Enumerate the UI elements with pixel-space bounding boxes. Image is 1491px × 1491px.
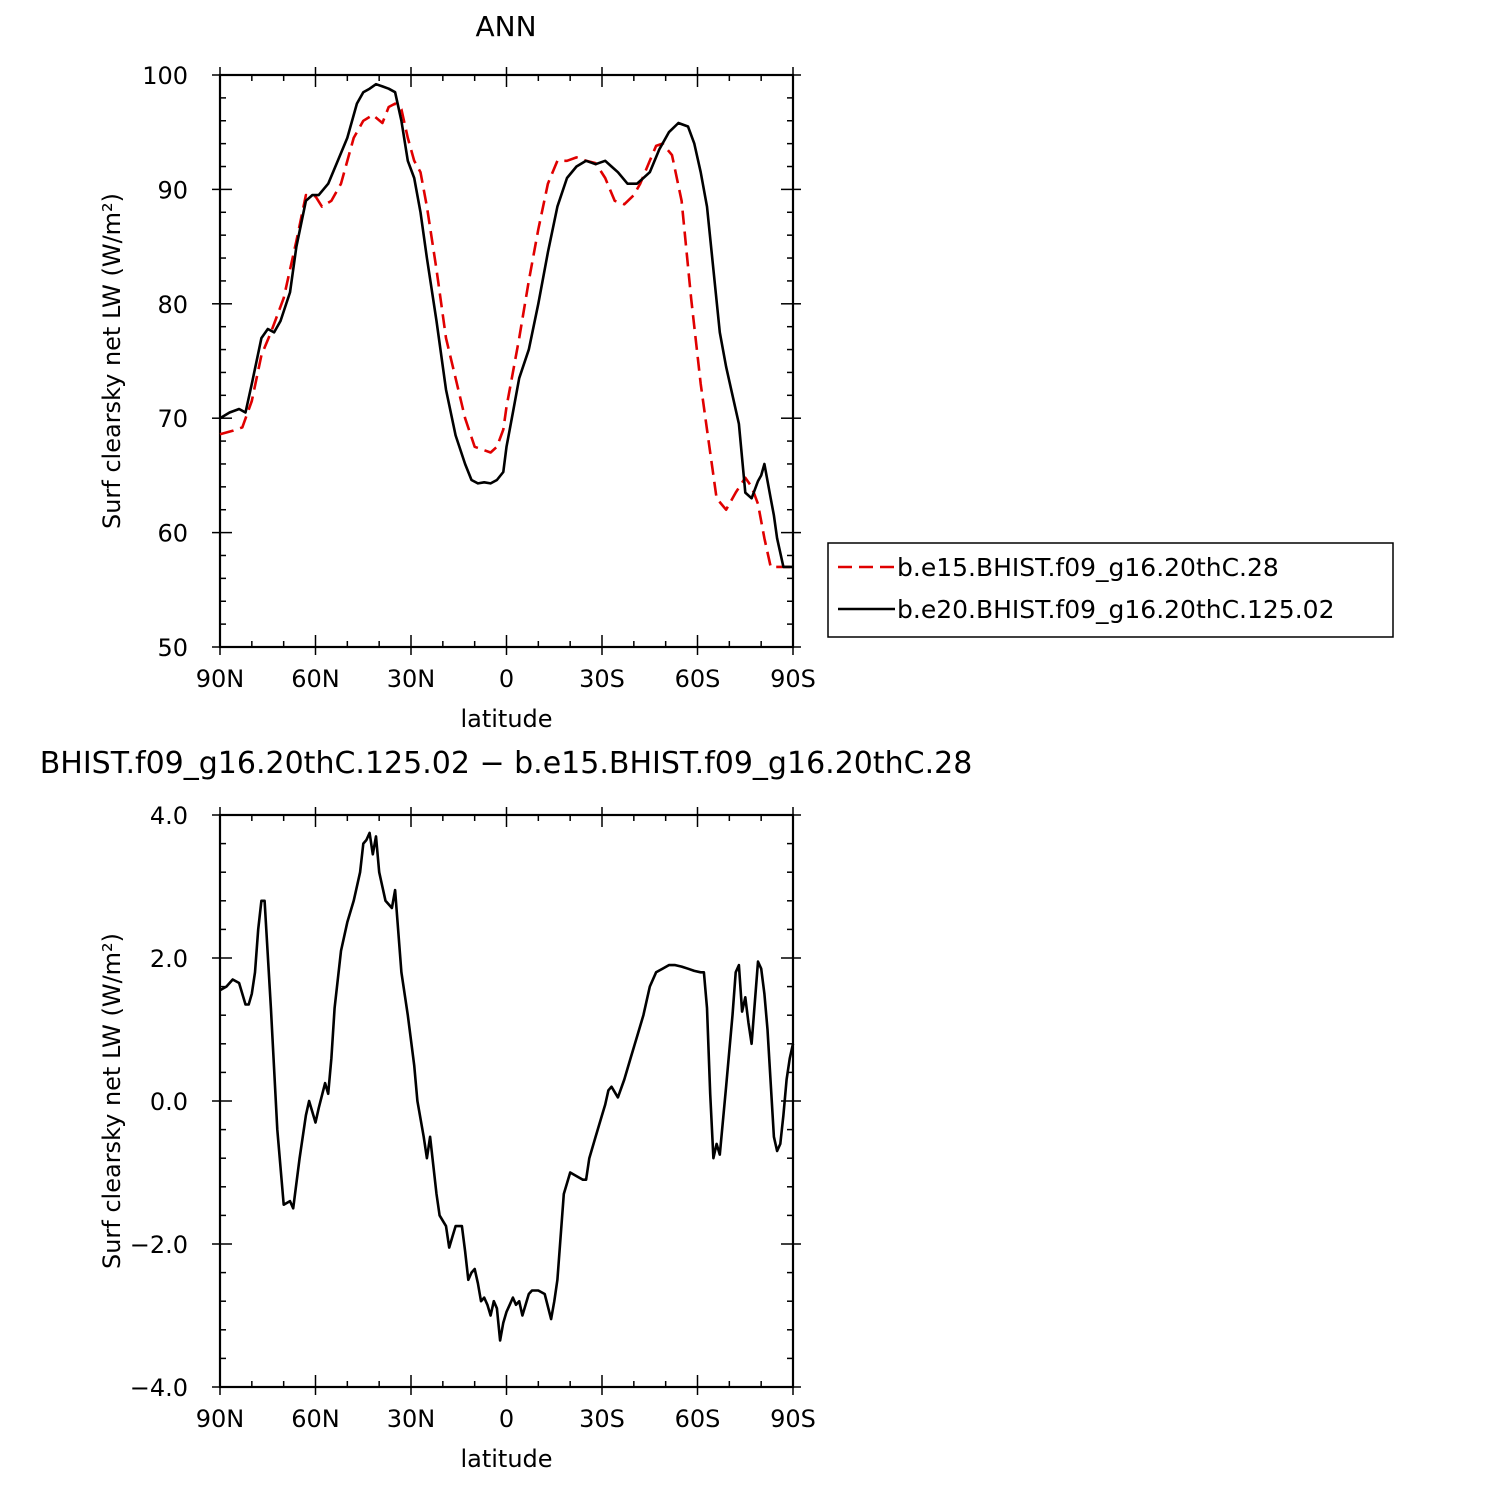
legend: b.e15.BHIST.f09_g16.20thC.28 b.e20.BHIST… (827, 542, 1394, 638)
difference-line-chart: 90N 60N 30N 0 30S 60S 90S 4.0 2.0 0.0 −2.0 −4.0 lati… (98, 802, 816, 1473)
bottom-x-tick-label: 90S (770, 1405, 816, 1433)
top-series-line-1 (219, 82, 793, 569)
top-y-tick-label: 80 (157, 291, 188, 319)
bottom-y-tick-label: 2.0 (150, 945, 188, 973)
top-y-axis-label: Surf clearsky net LW (W/m²) (98, 193, 126, 529)
bottom-x-axis-label: latitude (460, 1445, 552, 1473)
top-y-tick-label: 100 (142, 62, 188, 90)
legend-label-b-e15: b.e15.BHIST.f09_g16.20thC.28 (897, 553, 1279, 582)
bottom-x-tick-label: 30S (579, 1405, 625, 1433)
bottom-x-tick-label: 60N (291, 1405, 340, 1433)
top-x-tick-label: 30S (579, 665, 625, 693)
top-x-tick-label: 90N (196, 665, 245, 693)
top-x-tick-label: 60N (291, 665, 340, 693)
bottom-series-line-0 (219, 831, 795, 1342)
legend-label-b-e20: b.e20.BHIST.f09_g16.20thC.125.02 (897, 595, 1334, 624)
top-y-tick-label: 60 (157, 520, 188, 548)
top-x-axis-label: latitude (460, 705, 552, 733)
bottom-x-tick-label: 0 (499, 1405, 514, 1433)
bottom-x-tick-label: 60S (675, 1405, 721, 1433)
legend-box (827, 542, 1394, 638)
bottom-chart-title: BHIST.f09_g16.20thC.125.02 − b.e15.BHIST… (40, 746, 973, 781)
bottom-y-axis-label: Surf clearsky net LW (W/m²) (98, 933, 126, 1269)
bottom-x-tick-label: 90N (196, 1405, 245, 1433)
top-x-tick-label: 0 (499, 665, 514, 693)
top-line-chart: 90N 60N 30N 0 30S 60S 90S 100 90 80 70 60 50 latitude… (98, 62, 816, 733)
top-x-tick-label: 90S (770, 665, 816, 693)
top-chart-title: ANN (475, 10, 536, 43)
top-y-tick-label: 90 (157, 176, 188, 204)
bottom-y-tick-label: 0.0 (150, 1088, 188, 1116)
bottom-y-tick-label: −4.0 (130, 1374, 188, 1402)
top-series-line-0 (219, 102, 793, 569)
top-x-tick-label: 30N (387, 665, 436, 693)
top-y-tick-label: 70 (157, 405, 188, 433)
bottom-y-tick-label: 4.0 (150, 802, 188, 830)
top-x-tick-label: 60S (675, 665, 721, 693)
top-y-tick-label: 50 (157, 634, 188, 662)
bottom-y-tick-label: −2.0 (130, 1231, 188, 1259)
bottom-x-tick-label: 30N (387, 1405, 436, 1433)
